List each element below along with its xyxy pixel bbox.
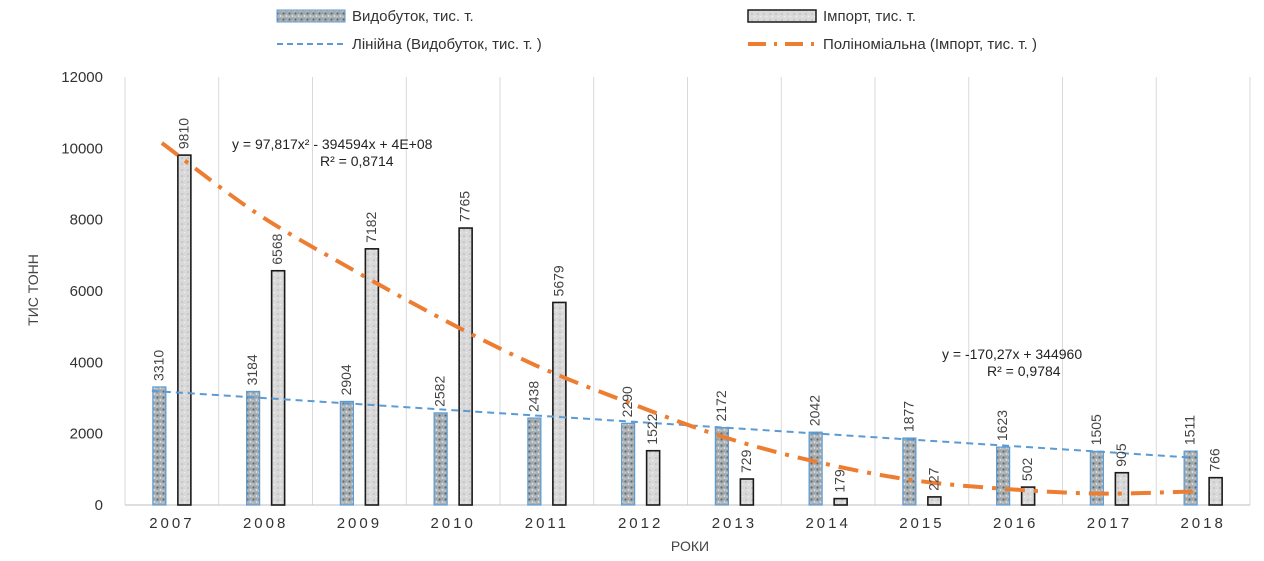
linear-r2: R² = 0,9784 — [987, 363, 1061, 379]
data-label-production: 1511 — [1182, 415, 1198, 445]
y-tick-label: 0 — [95, 497, 103, 514]
data-label-production: 3184 — [244, 354, 260, 385]
bar-production — [621, 422, 636, 506]
data-label-import: 227 — [925, 467, 941, 491]
bar-production — [433, 412, 448, 506]
data-label-import: 7765 — [457, 191, 473, 222]
bar-import — [364, 248, 380, 506]
bar-production — [808, 431, 823, 506]
poly-equation: y = 97,817x² - 394594x + 4E+08 — [232, 136, 433, 152]
bar-import — [833, 497, 848, 506]
y-axis-title: ТИС ТОНН — [25, 254, 41, 326]
axis-layer: 0 2000 4000 6000 8000 10000 12000 2007 2008 2009 2… — [61, 69, 1250, 532]
poly-r2: R² = 0,8714 — [320, 153, 394, 169]
x-tick-label: 2011 — [525, 515, 569, 532]
y-tick-label: 6000 — [70, 283, 103, 300]
legend-label-import: Імпорт, тис. т. — [823, 8, 916, 25]
data-label-production: 3310 — [150, 350, 166, 381]
bar-production — [527, 417, 542, 506]
bars-layer — [152, 154, 1223, 506]
bar-import — [552, 301, 567, 506]
data-label-import: 6568 — [269, 233, 285, 264]
legend: Видобуток, тис. т. Імпорт, тис. т. Ліній… — [276, 8, 1037, 53]
data-label-import: 766 — [1207, 448, 1223, 472]
legend-label-linear: Лінійна (Видобуток, тис. т. ) — [352, 36, 542, 53]
bar-production — [996, 446, 1011, 506]
bar-import — [458, 227, 473, 506]
bar-import — [1208, 476, 1223, 506]
bar-production — [246, 390, 261, 506]
data-label-production: 2172 — [713, 390, 729, 421]
bar-production — [152, 386, 167, 506]
grid-layer — [124, 77, 1251, 505]
x-tick-label: 2007 — [149, 515, 194, 532]
bar-production — [1183, 450, 1198, 506]
data-label-import: 502 — [1019, 458, 1035, 482]
bar-import — [1114, 471, 1130, 506]
x-tick-label: 2017 — [1087, 515, 1132, 532]
trendline-linear — [151, 389, 1192, 459]
x-tick-label: 2016 — [993, 515, 1038, 532]
data-label-import: 7182 — [363, 211, 379, 242]
bar-import — [177, 154, 192, 506]
data-label-production: 2290 — [619, 386, 635, 417]
x-tick-label: 2010 — [430, 515, 475, 532]
x-tick-label: 2008 — [243, 515, 288, 532]
x-tick-label: 2013 — [712, 515, 757, 532]
data-label-production: 2438 — [525, 381, 541, 412]
x-axis-title: РОКИ — [671, 538, 709, 554]
bar-production — [339, 400, 354, 506]
data-label-import: 179 — [832, 469, 848, 493]
x-tick-label: 2009 — [337, 515, 382, 532]
y-tick-label: 4000 — [70, 354, 103, 371]
bar-import — [645, 449, 661, 506]
legend-swatch-import — [747, 9, 817, 23]
data-label-import: 729 — [738, 449, 754, 473]
trend-layer — [151, 141, 1194, 496]
x-tick-label: 2015 — [899, 515, 944, 532]
bar-production — [714, 426, 729, 506]
bar-production — [902, 437, 917, 506]
bar-import — [270, 269, 286, 506]
legend-label-production: Видобуток, тис. т. — [352, 8, 474, 25]
bar-import — [739, 478, 755, 506]
data-label-import: 905 — [1113, 443, 1129, 467]
legend-swatch-production — [276, 9, 346, 23]
x-tick-label: 2018 — [1180, 515, 1225, 532]
bar-import — [927, 496, 942, 506]
y-tick-label: 12000 — [61, 69, 103, 86]
y-tick-label: 2000 — [70, 426, 103, 443]
linear-equation: y = -170,27x + 344960 — [942, 346, 1082, 362]
data-label-import: 1522 — [644, 413, 660, 444]
data-label-import: 9810 — [175, 118, 191, 149]
data-label-import: 5679 — [550, 265, 566, 296]
bar-production — [1089, 450, 1104, 506]
legend-label-poly: Поліноміальна (Імпорт, тис. т. ) — [823, 36, 1037, 53]
data-label-production: 2042 — [807, 395, 823, 426]
data-label-production: 1505 — [1088, 414, 1104, 445]
data-label-production: 1877 — [900, 401, 916, 432]
y-tick-label: 8000 — [70, 212, 103, 229]
x-tick-label: 2014 — [805, 515, 850, 532]
data-label-production: 1623 — [994, 410, 1010, 441]
data-label-production: 2582 — [432, 376, 448, 407]
labels-layer: 3310 3184 2904 2582 2438 2290 2172 2042 1877 1623… — [150, 118, 1222, 493]
trendline-polynomial — [160, 141, 1194, 496]
y-tick-label: 10000 — [61, 140, 103, 157]
data-label-production: 2904 — [338, 364, 354, 395]
x-tick-label: 2012 — [618, 515, 663, 532]
